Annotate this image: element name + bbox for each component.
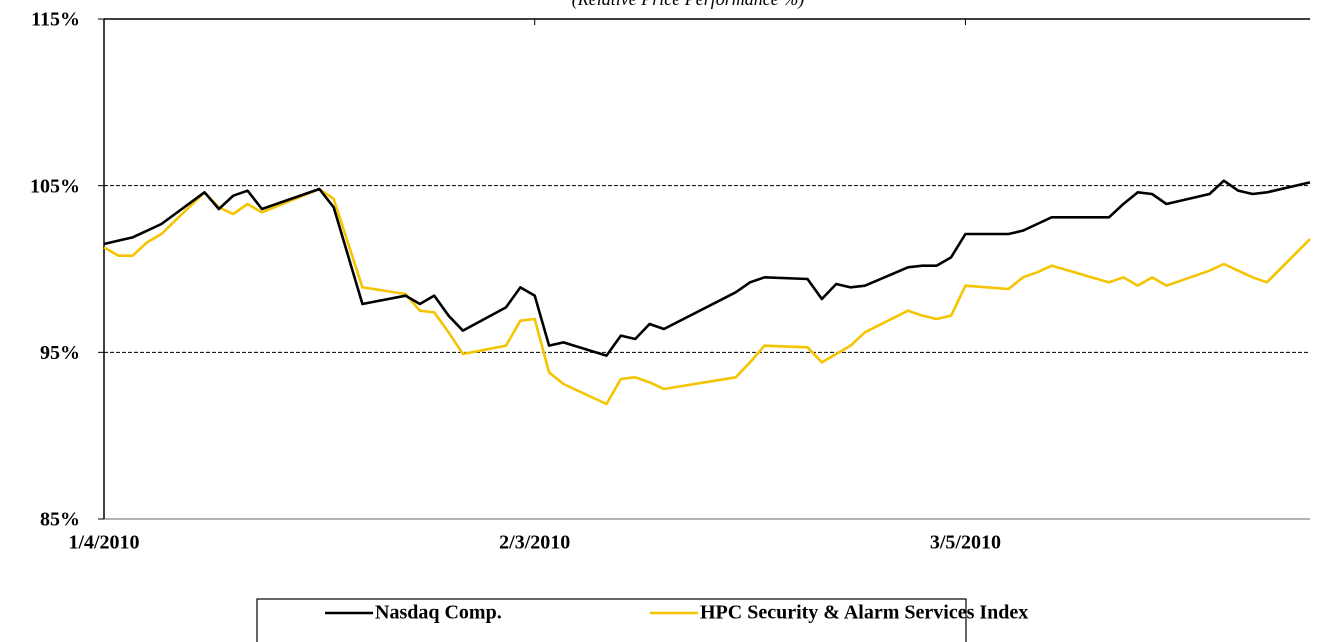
x-tick-label: 2/3/2010: [499, 532, 570, 554]
series-line: [103, 179, 1311, 357]
legend-label: Nasdaq Comp.: [375, 602, 502, 624]
legend-label: HPC Security & Alarm Services Index: [700, 602, 1028, 624]
y-tick-label: 105%: [30, 175, 80, 197]
series-line: [103, 187, 1311, 406]
x-tick-label: 3/5/2010: [930, 532, 1001, 554]
chart-title: (Relative Price Performance %): [572, 0, 804, 10]
y-tick-label: 85%: [40, 509, 80, 531]
legend-box: [256, 598, 967, 642]
x-tick-label: 1/4/2010: [68, 532, 139, 554]
y-tick-label: 95%: [40, 342, 80, 364]
y-tick-label: 115%: [31, 9, 80, 31]
